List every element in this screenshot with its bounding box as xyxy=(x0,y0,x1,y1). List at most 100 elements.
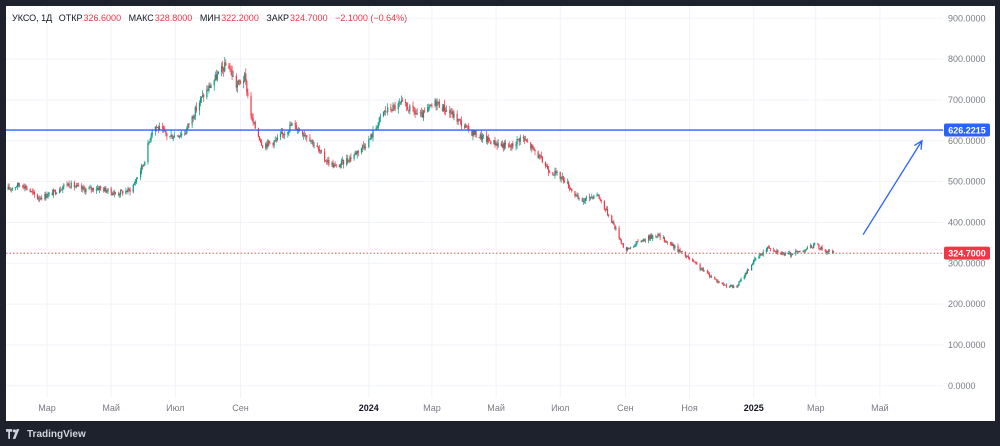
candle-body xyxy=(545,166,548,167)
candle-body xyxy=(481,136,483,140)
candle-body xyxy=(459,119,461,121)
level-label-bg xyxy=(944,123,990,137)
candle-body xyxy=(478,137,480,138)
candle-body xyxy=(737,285,739,287)
candle-body xyxy=(31,191,33,192)
candle-body xyxy=(171,134,173,139)
candle-body xyxy=(681,251,683,253)
candle-body xyxy=(613,221,615,225)
candle-body xyxy=(666,241,669,243)
candle-body xyxy=(509,144,511,147)
candle-body xyxy=(257,128,259,137)
candle-body xyxy=(630,247,632,249)
candle-body xyxy=(828,250,831,252)
candle-body xyxy=(621,243,623,245)
candle-body xyxy=(619,238,621,240)
candle-body xyxy=(584,198,587,201)
candle-body xyxy=(575,195,577,196)
candle-body xyxy=(549,172,551,174)
candle-body xyxy=(8,186,10,190)
price-chart[interactable]: 626.2215 324.7000 900.0000 800.0000 700.000… xyxy=(6,6,995,421)
x-tick-label: Ноя xyxy=(681,403,698,413)
candle-body xyxy=(339,164,342,167)
candle-body xyxy=(546,166,549,170)
candle-body xyxy=(804,250,806,252)
candle-body xyxy=(605,208,608,210)
candle-body xyxy=(797,251,799,253)
candle-body xyxy=(362,145,365,147)
candle-body xyxy=(32,191,34,193)
candle-body xyxy=(106,191,108,193)
candle-body xyxy=(38,198,40,200)
tradingview-logo-icon[interactable] xyxy=(6,429,22,439)
candle-body xyxy=(640,241,642,242)
y-tick-label: 400.0000 xyxy=(948,217,986,227)
candle-body xyxy=(603,201,605,210)
candle-body xyxy=(765,249,767,252)
candle-body xyxy=(664,241,666,243)
candle-body xyxy=(427,107,429,112)
candle-body xyxy=(548,169,550,173)
candle-body xyxy=(571,189,573,192)
candle-body xyxy=(457,118,459,122)
candle-body xyxy=(760,253,762,256)
candle-body xyxy=(319,150,322,152)
symbol-name[interactable]: УКСО, 1Д xyxy=(12,13,53,23)
candle-body xyxy=(482,135,485,137)
candle-body xyxy=(494,140,496,146)
candle-body xyxy=(739,281,741,283)
candle-body xyxy=(125,190,127,194)
candle-body xyxy=(82,187,84,190)
candle-body xyxy=(112,193,114,196)
candle-body xyxy=(209,85,211,88)
candle-body xyxy=(41,198,43,200)
candle-body xyxy=(309,137,311,142)
axis-layer: 900.0000 800.0000 700.0000 600.0000 500.0000… xyxy=(38,13,985,413)
candle-body xyxy=(766,246,768,250)
candle-body xyxy=(809,245,812,248)
candle-body xyxy=(502,144,505,149)
candle-body xyxy=(738,282,740,286)
x-tick-label: 2025 xyxy=(744,403,764,413)
tradingview-brand[interactable]: TradingView xyxy=(27,428,86,440)
candle-body xyxy=(238,80,241,82)
candle-body xyxy=(436,102,438,106)
candle-body xyxy=(26,188,28,190)
candle-body xyxy=(444,111,447,113)
trend-arrow-line xyxy=(862,140,923,236)
candle-body xyxy=(716,279,718,282)
candle-body xyxy=(437,101,439,103)
candle-body xyxy=(662,237,664,238)
candle-body xyxy=(157,127,160,131)
candle-body xyxy=(524,139,527,141)
candle-body xyxy=(187,123,189,128)
candle-body xyxy=(291,123,293,126)
candle-body xyxy=(265,143,267,149)
candle-body xyxy=(803,251,805,252)
symbol-legend[interactable]: УКСО, 1Д ОТКР326.6000 МАКС328.8000 МИН32… xyxy=(12,13,412,23)
candle-body xyxy=(266,143,268,147)
candle-body xyxy=(428,107,430,108)
candle-body xyxy=(777,250,779,253)
candle-body xyxy=(597,194,599,196)
candle-body xyxy=(783,253,785,256)
candle-body xyxy=(438,101,440,108)
x-tick-label: Мар xyxy=(423,403,441,413)
candle-body xyxy=(10,188,12,190)
candle-body xyxy=(272,142,274,146)
candle-body xyxy=(744,273,746,277)
candle-body xyxy=(596,195,598,197)
candle-body xyxy=(678,249,680,252)
candle-body xyxy=(83,187,85,190)
candle-body xyxy=(354,152,356,155)
candle-body xyxy=(327,159,329,163)
candle-body xyxy=(46,196,48,198)
candle-body xyxy=(306,135,308,138)
candle-body xyxy=(143,164,145,167)
candle-body xyxy=(665,241,668,243)
candle-body xyxy=(525,139,528,142)
chart-panel[interactable]: 626.2215 324.7000 900.0000 800.0000 700.000… xyxy=(6,6,995,421)
candle-body xyxy=(144,162,146,165)
open-value: 326.6000 xyxy=(83,13,122,23)
candle-body xyxy=(142,165,144,167)
